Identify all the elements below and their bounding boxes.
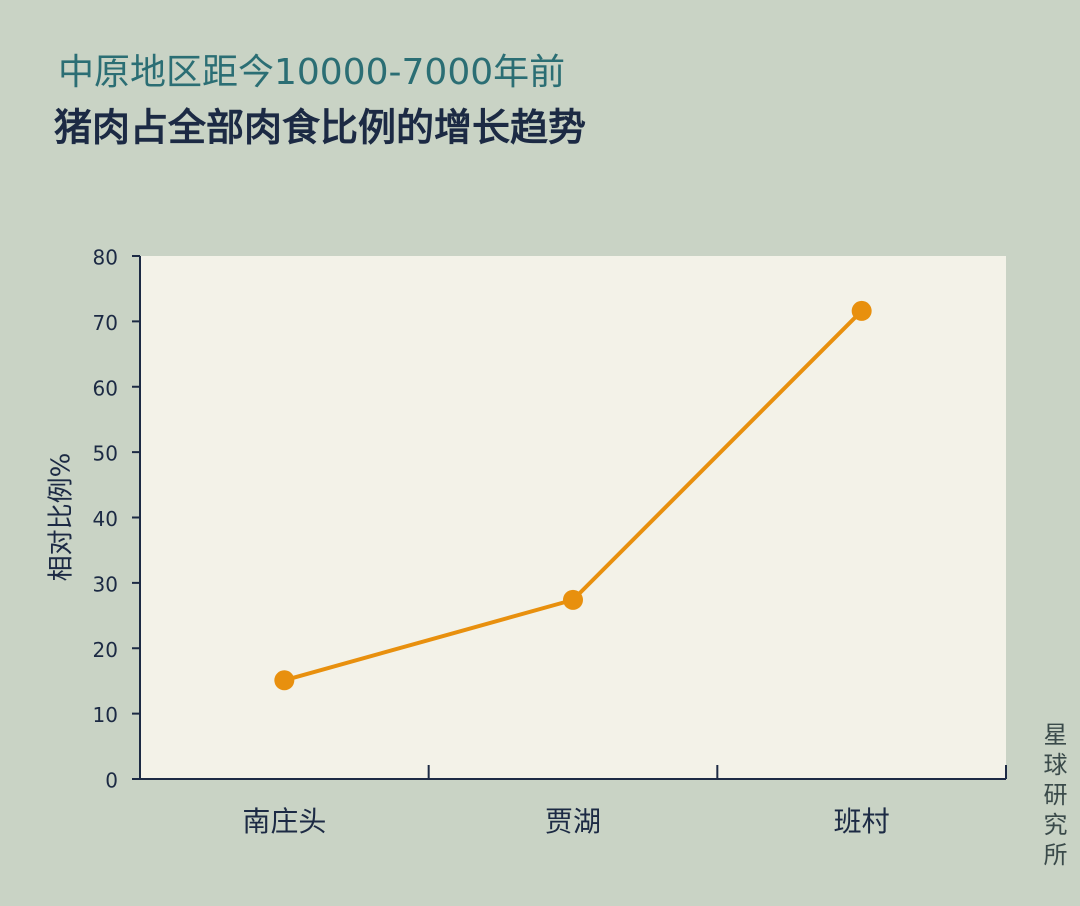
data-point	[563, 589, 583, 610]
chart-subtitle: 中原地区距今10000-7000年前	[58, 52, 565, 93]
source: 星球研究所	[1039, 722, 1067, 872]
y-tick-label: 30	[93, 572, 118, 596]
x-tick-label: 班村	[834, 805, 890, 838]
y-tick-label: 50	[93, 442, 118, 466]
y-tick-label: 80	[93, 246, 118, 270]
plot-area	[140, 256, 1006, 779]
y-tick-label: 0	[105, 769, 118, 793]
y-tick-label: 70	[93, 311, 118, 335]
y-axis-label: 相对比例%	[47, 453, 77, 582]
chart-title: 猪肉占全部肉食比例的增长趋势	[54, 106, 586, 150]
data-point	[851, 300, 872, 321]
y-tick-label: 10	[93, 703, 118, 727]
y-tick-label: 40	[93, 507, 118, 531]
data-point	[274, 670, 295, 691]
y-tick-label: 20	[93, 638, 118, 662]
x-tick-label: 南庄头	[242, 805, 326, 838]
y-tick-label: 60	[93, 376, 118, 400]
x-tick-label: 贾湖	[545, 805, 601, 838]
